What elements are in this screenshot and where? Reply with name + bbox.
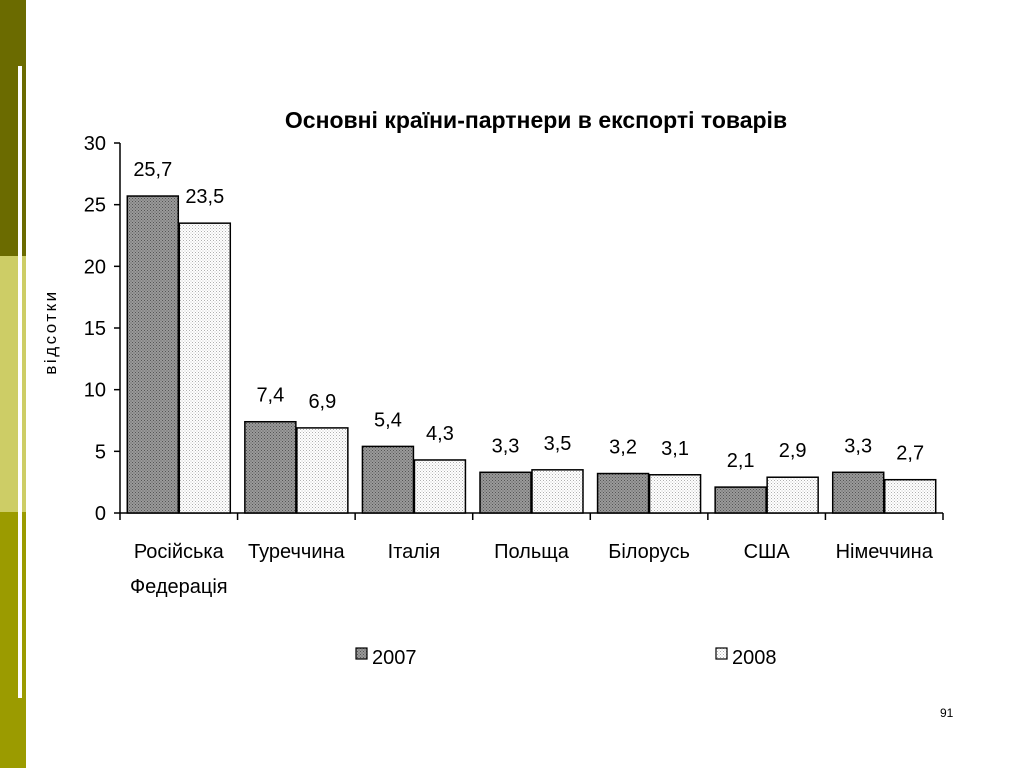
legend-label-2008: 2008 [732, 647, 777, 669]
bar-2008 [766, 476, 819, 514]
x-category-label: Італія [388, 541, 441, 563]
x-category-label: Федерація [130, 576, 228, 598]
legend-swatch-2007 [355, 647, 368, 660]
y-tick-label: 20 [84, 256, 106, 278]
x-category-label: Російська [134, 541, 225, 563]
bar-2007 [126, 195, 180, 514]
y-tick-label: 0 [95, 503, 106, 525]
y-tick-label: 10 [84, 380, 106, 402]
bar-2008 [413, 459, 467, 514]
data-label: 4,3 [426, 423, 454, 445]
x-category-label: Білорусь [608, 541, 690, 563]
legend-label-2007: 2007 [372, 647, 417, 669]
x-category-label: Німеччина [836, 541, 934, 563]
page-number: 91 [940, 706, 954, 720]
y-tick-label: 15 [84, 318, 106, 340]
data-label: 23,5 [185, 186, 224, 208]
x-category-label: США [744, 541, 791, 563]
side-divider-line [18, 66, 22, 698]
data-label: 7,4 [256, 385, 284, 407]
bar-2007 [596, 472, 650, 514]
bar-2008 [648, 474, 702, 514]
y-tick-label: 25 [84, 195, 106, 217]
legend-swatch-2008 [715, 647, 728, 660]
side-accent-bar-1 [0, 0, 26, 66]
bar-2007 [479, 471, 532, 514]
data-label: 3,3 [492, 435, 520, 457]
bar-2008 [296, 427, 349, 514]
data-label: 3,3 [844, 435, 872, 457]
x-category-label: Туреччина [248, 541, 346, 563]
data-label: 3,5 [544, 433, 572, 455]
data-label: 3,1 [661, 438, 689, 460]
bar-2007 [714, 486, 767, 514]
bar-2008 [883, 478, 937, 514]
x-category-label: Польща [494, 541, 570, 563]
data-label: 6,9 [308, 391, 336, 413]
data-label: 3,2 [609, 437, 637, 459]
data-label: 25,7 [133, 159, 172, 181]
bar-2007 [831, 471, 885, 514]
data-label: 2,9 [779, 440, 807, 462]
data-label: 2,1 [727, 450, 755, 472]
bar-2008 [178, 222, 232, 514]
y-tick-label: 30 [84, 133, 106, 155]
bar-2008 [531, 469, 584, 514]
data-label: 2,7 [896, 443, 924, 465]
bar-2007 [244, 420, 297, 514]
bar-2007 [361, 445, 415, 514]
data-label: 5,4 [374, 409, 402, 431]
y-axis-label: відсотки [41, 289, 60, 374]
y-tick-label: 5 [95, 441, 106, 463]
chart-title: Основні країни-партнери в експорті товар… [285, 107, 787, 133]
